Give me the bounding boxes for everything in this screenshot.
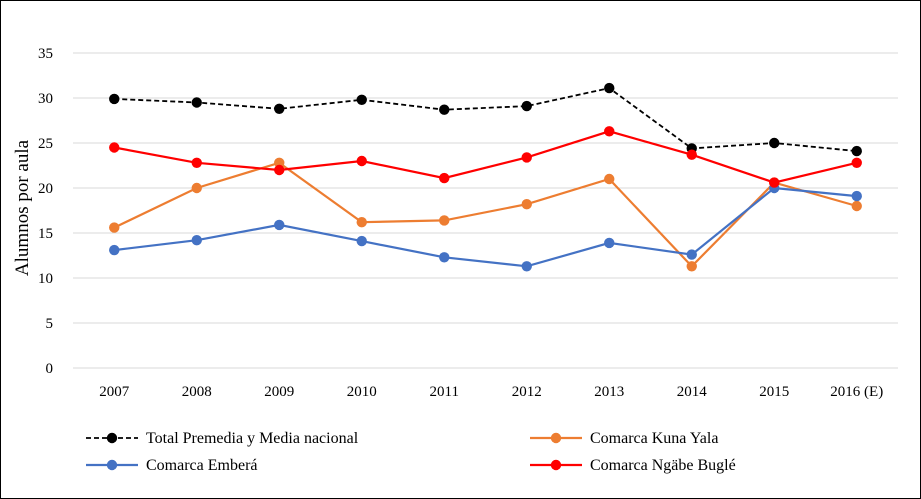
y-tick-label: 25 [38,136,53,152]
data-point [521,152,532,163]
data-point [686,249,697,260]
legend-item: Comarca Ngäbe Buglé [530,457,736,474]
data-point [439,172,450,184]
data-point [191,235,202,246]
legend-marker [106,459,118,471]
y-tick-label: 10 [38,271,53,287]
x-tick-label: 2012 [512,384,542,400]
data-point [191,157,202,168]
series-3 [109,126,862,188]
series-group [109,82,862,272]
legend-item: Comarca Kuna Yala [530,430,718,447]
data-point [274,219,285,231]
x-tick-label: 2011 [430,384,459,400]
series-line [114,186,857,268]
legend-label: Comarca Kuna Yala [590,430,718,447]
legend-marker [550,432,562,444]
x-axis-ticks: 2007 2008 2009 2010 2011 2012 2013 2014 2015 2016… [99,384,883,400]
data-point [274,103,285,115]
data-point [109,142,120,153]
data-point [686,149,697,160]
x-tick-label: 2009 [264,384,294,400]
legend-marker [550,459,562,471]
y-tick-label: 30 [38,91,53,107]
data-point [686,261,697,272]
y-tick-label: 5 [46,316,54,332]
x-tick-label: 2015 [759,384,789,400]
data-point [769,177,780,188]
legend-item: Comarca Emberá [86,457,258,474]
data-point [274,164,285,176]
x-tick-label: 2010 [347,384,377,400]
x-tick-label: 2007 [99,384,130,400]
legend: Total Premedia y Media nacional Comarca K… [86,430,736,474]
data-point [521,100,532,112]
series-line [114,87,857,152]
data-point [851,200,862,212]
data-point [521,261,532,272]
y-tick-label: 35 [38,46,53,62]
data-point [356,94,367,106]
data-point [851,190,862,202]
data-point [356,217,367,228]
data-point [769,137,780,149]
legend-label: Comarca Ngäbe Buglé [590,457,736,474]
x-tick-label: 2016 (E) [830,384,883,400]
series-line [114,130,858,184]
y-tick-label: 0 [46,361,54,377]
y-axis-label: Alumnos por aula [12,139,33,276]
data-point [604,173,615,185]
data-point [604,82,615,94]
data-point [109,244,120,256]
data-point [109,93,120,105]
data-point [356,235,367,247]
data-point [851,157,862,168]
data-point [191,182,202,194]
x-tick-label: 2013 [594,384,624,400]
y-tick-label: 20 [38,181,53,197]
data-point [109,222,120,233]
series-line [113,161,858,268]
legend-item: Total Premedia y Media nacional [86,430,359,447]
data-point [521,199,532,210]
y-axis-ticks: 0 5 10 15 20 25 30 35 [38,46,53,377]
data-point [604,126,615,137]
legend-label: Comarca Emberá [146,457,258,474]
series-0 [109,82,862,157]
data-point [356,155,367,167]
y-tick-label: 15 [38,226,53,242]
x-tick-label: 2008 [182,384,212,400]
data-point [439,215,450,226]
data-point [851,145,862,157]
legend-label: Total Premedia y Media nacional [146,430,359,447]
data-point [604,237,615,249]
data-point [274,157,285,168]
x-tick-label: 2014 [677,384,708,400]
legend-marker [106,432,118,444]
data-point [191,97,202,108]
data-point [439,104,450,115]
gridlines [73,52,898,369]
data-point [439,252,450,263]
series-2 [109,182,862,272]
